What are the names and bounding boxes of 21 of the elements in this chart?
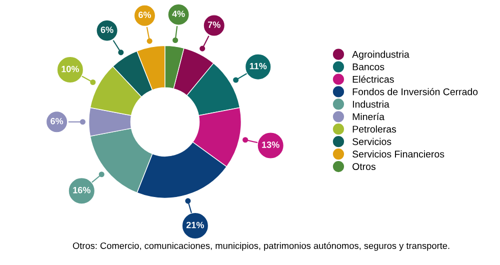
legend-label: Petroleras	[352, 125, 396, 133]
legend-label: Eléctricas	[352, 75, 394, 83]
data-label: 7%	[208, 22, 220, 28]
legend-label: Servicios Financieros	[352, 150, 444, 158]
legend-label: Bancos	[352, 63, 384, 70]
legend-label: Industria	[352, 100, 390, 108]
text: Otros: Comercio, comunicaciones, municipios, patrimonios autónomos, seguros y transporte.	[72, 242, 450, 251]
data-label: 6%	[138, 12, 152, 18]
data-label: 11%	[250, 62, 267, 70]
legend-label: Agroindustria	[352, 50, 410, 60]
legend-label: Servicios	[352, 138, 392, 146]
legend-label: Otros	[352, 163, 376, 170]
data-label: 6%	[100, 26, 114, 33]
data-label: 6%	[50, 118, 64, 124]
legend-label: Minería	[352, 112, 384, 120]
data-label: 4%	[172, 10, 185, 17]
data-label: 13%	[262, 142, 280, 148]
data-label: 16%	[73, 186, 90, 194]
data-label: 21%	[186, 222, 204, 228]
legend-label: Fondos de Inversión Cerrado	[352, 88, 478, 96]
data-label: 10%	[62, 66, 79, 72]
